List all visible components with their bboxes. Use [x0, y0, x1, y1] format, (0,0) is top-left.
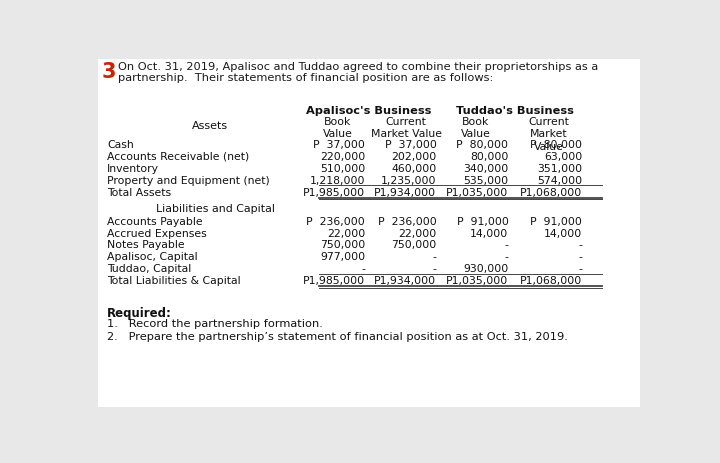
- Text: P  236,000: P 236,000: [378, 216, 436, 226]
- Text: Liabilities and Capital: Liabilities and Capital: [156, 204, 275, 214]
- Text: Total Assets: Total Assets: [107, 188, 171, 197]
- Text: P1,068,000: P1,068,000: [520, 188, 582, 197]
- Text: 80,000: 80,000: [470, 151, 508, 162]
- Text: Book
Value: Book Value: [323, 116, 353, 139]
- Text: P  37,000: P 37,000: [313, 140, 365, 150]
- Text: P  80,000: P 80,000: [456, 140, 508, 150]
- Text: P  91,000: P 91,000: [530, 216, 582, 226]
- Text: Accounts Receivable (net): Accounts Receivable (net): [107, 151, 249, 162]
- Text: -: -: [505, 252, 508, 262]
- Text: P1,035,000: P1,035,000: [446, 188, 508, 197]
- Text: 220,000: 220,000: [320, 151, 365, 162]
- Text: -: -: [578, 240, 582, 250]
- Text: 574,000: 574,000: [537, 175, 582, 185]
- Text: 14,000: 14,000: [470, 228, 508, 238]
- Text: Total Liabilities & Capital: Total Liabilities & Capital: [107, 275, 240, 286]
- Text: 202,000: 202,000: [391, 151, 436, 162]
- Text: partnership.  Their statements of financial position are as follows:: partnership. Their statements of financi…: [118, 73, 493, 82]
- Text: 340,000: 340,000: [463, 163, 508, 174]
- Text: Accrued Expenses: Accrued Expenses: [107, 228, 207, 238]
- Text: P  80,000: P 80,000: [530, 140, 582, 150]
- Text: Current
Market Value: Current Market Value: [371, 116, 441, 139]
- Text: P1,985,000: P1,985,000: [303, 188, 365, 197]
- Text: 510,000: 510,000: [320, 163, 365, 174]
- Text: Notes Payable: Notes Payable: [107, 240, 184, 250]
- Text: 750,000: 750,000: [391, 240, 436, 250]
- Text: Book
Value: Book Value: [461, 116, 491, 139]
- Text: 930,000: 930,000: [463, 264, 508, 274]
- Text: 351,000: 351,000: [537, 163, 582, 174]
- Text: Apalisoc's Business: Apalisoc's Business: [306, 106, 432, 116]
- Text: Tuddao's Business: Tuddao's Business: [456, 106, 574, 116]
- Text: 3: 3: [102, 62, 116, 81]
- Text: Tuddao, Capital: Tuddao, Capital: [107, 264, 192, 274]
- Text: Cash: Cash: [107, 140, 134, 150]
- Text: -: -: [578, 252, 582, 262]
- Text: P1,035,000: P1,035,000: [446, 275, 508, 286]
- Text: 14,000: 14,000: [544, 228, 582, 238]
- Text: -: -: [578, 264, 582, 274]
- Text: -: -: [505, 240, 508, 250]
- Text: P1,068,000: P1,068,000: [520, 275, 582, 286]
- Text: -: -: [433, 252, 436, 262]
- Text: 535,000: 535,000: [464, 175, 508, 185]
- Text: 22,000: 22,000: [327, 228, 365, 238]
- Text: 1,218,000: 1,218,000: [310, 175, 365, 185]
- Text: 1,235,000: 1,235,000: [381, 175, 436, 185]
- Text: 63,000: 63,000: [544, 151, 582, 162]
- Text: 460,000: 460,000: [391, 163, 436, 174]
- Text: Required:: Required:: [107, 307, 172, 319]
- Text: -: -: [361, 264, 365, 274]
- Text: 2.   Prepare the partnership’s statement of financial position as at Oct. 31, 20: 2. Prepare the partnership’s statement o…: [107, 331, 568, 341]
- Text: 22,000: 22,000: [398, 228, 436, 238]
- Text: Property and Equipment (net): Property and Equipment (net): [107, 175, 270, 185]
- Text: Assets: Assets: [192, 121, 228, 131]
- Text: P  236,000: P 236,000: [307, 216, 365, 226]
- Text: P1,985,000: P1,985,000: [303, 275, 365, 286]
- Text: Accounts Payable: Accounts Payable: [107, 216, 202, 226]
- Text: P  91,000: P 91,000: [456, 216, 508, 226]
- Text: P1,934,000: P1,934,000: [374, 188, 436, 197]
- Text: 977,000: 977,000: [320, 252, 365, 262]
- Text: Apalisoc, Capital: Apalisoc, Capital: [107, 252, 198, 262]
- Text: 750,000: 750,000: [320, 240, 365, 250]
- Text: Inventory: Inventory: [107, 163, 159, 174]
- Text: -: -: [433, 264, 436, 274]
- Text: P  37,000: P 37,000: [384, 140, 436, 150]
- Text: Current
Market
Value: Current Market Value: [528, 116, 570, 152]
- Text: 1.   Record the partnership formation.: 1. Record the partnership formation.: [107, 319, 323, 329]
- Text: P1,934,000: P1,934,000: [374, 275, 436, 286]
- Text: On Oct. 31, 2019, Apalisoc and Tuddao agreed to combine their proprietorships as: On Oct. 31, 2019, Apalisoc and Tuddao ag…: [118, 62, 598, 72]
